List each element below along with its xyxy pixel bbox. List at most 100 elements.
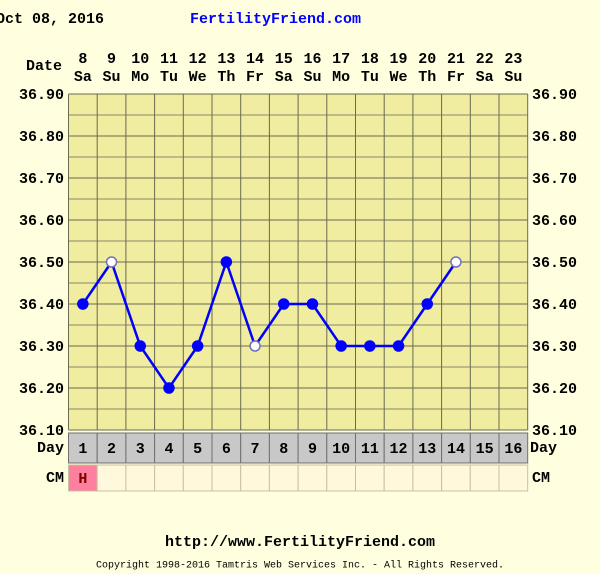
day-cell <box>125 432 156 464</box>
weekday: We <box>189 69 207 86</box>
date-number: 20 <box>418 51 436 68</box>
weekday: Th <box>217 69 235 86</box>
y-tick-label: 36.70 <box>19 171 64 188</box>
date-number: 21 <box>447 51 465 68</box>
date-number: 10 <box>131 51 149 68</box>
day-cell <box>240 432 270 464</box>
day-number: 14 <box>447 441 465 458</box>
cm-cell <box>383 464 414 492</box>
day-cell <box>297 432 328 464</box>
date-number: 19 <box>390 51 408 68</box>
cm-cell <box>355 464 385 492</box>
day-number: 8 <box>279 441 288 458</box>
point <box>278 298 290 310</box>
y-tick-label-right: 36.80 <box>532 129 577 146</box>
date-number: 15 <box>275 51 293 68</box>
y-tick-label-right: 36.30 <box>532 339 577 356</box>
y-tick-label: 36.80 <box>19 129 64 146</box>
day-number: 16 <box>504 441 522 458</box>
day-cell <box>154 432 184 464</box>
weekday: Su <box>103 69 121 86</box>
date-number: 12 <box>189 51 207 68</box>
day-cell <box>498 432 529 464</box>
footer-url: http://www.FertilityFriend.com <box>165 534 435 551</box>
date-number: 8 <box>78 51 87 68</box>
point <box>335 340 347 352</box>
date-label: Date <box>26 58 62 75</box>
day-number: 2 <box>107 441 116 458</box>
point <box>134 340 146 352</box>
day-number: 1 <box>78 441 87 458</box>
point <box>220 256 233 268</box>
day-cell <box>211 432 242 464</box>
day-number: 3 <box>136 441 145 458</box>
y-tick-label: 36.90 <box>19 87 64 104</box>
cm-cell <box>182 464 213 492</box>
y-tick-label-right: 36.40 <box>532 297 577 314</box>
cm-cell <box>211 464 242 492</box>
point <box>163 382 175 394</box>
day-number: 15 <box>476 441 494 458</box>
cm-value: H <box>78 471 87 488</box>
day-cell <box>182 432 213 464</box>
day-label-right: Day <box>530 440 557 457</box>
day-cell <box>326 432 356 464</box>
cm-cell <box>240 464 270 492</box>
cm-cell <box>154 464 184 492</box>
y-tick-label-right: 36.50 <box>532 255 577 272</box>
cm-cell <box>412 464 443 492</box>
cm-label: CM <box>46 470 64 487</box>
date-number: 22 <box>476 51 494 68</box>
day-number: 10 <box>332 441 350 458</box>
cm-cell <box>498 464 529 492</box>
weekday: Sa <box>476 69 494 86</box>
y-tick-label: 36.60 <box>19 213 64 230</box>
cm-cell <box>125 464 156 492</box>
copyright: Copyright 1998-2016 Tamtris Web Services… <box>96 560 504 572</box>
day-number: 12 <box>390 441 408 458</box>
point <box>306 298 319 310</box>
day-cell <box>68 432 98 464</box>
weekday: Su <box>303 69 321 86</box>
y-tick-label-right: 36.60 <box>532 213 577 230</box>
cm-cell <box>68 464 98 492</box>
day-number: 13 <box>418 441 436 458</box>
y-tick-label: 36.30 <box>19 339 64 356</box>
day-label: Day <box>37 440 64 457</box>
weekday: Tu <box>361 69 379 86</box>
weekday: Sa <box>275 69 293 86</box>
day-cell <box>355 432 385 464</box>
y-tick-label: 36.40 <box>19 297 64 314</box>
point <box>77 298 89 310</box>
open-point <box>450 256 462 268</box>
weekday: Mo <box>131 69 149 86</box>
y-tick-label: 36.10 <box>19 423 64 440</box>
y-tick-label: 36.20 <box>19 381 64 398</box>
day-number: 9 <box>308 441 317 458</box>
cm-label-right: CM <box>532 470 550 487</box>
weekday: Th <box>418 69 436 86</box>
point <box>191 340 204 352</box>
point <box>392 340 405 352</box>
day-cell <box>441 432 471 464</box>
y-tick-label-right: 36.20 <box>532 381 577 398</box>
y-tick-label-right: 36.90 <box>532 87 577 104</box>
site-name: FertilityFriend.com <box>190 11 361 28</box>
day-number: 6 <box>222 441 231 458</box>
date-number: 11 <box>160 51 178 68</box>
weekday: Mo <box>332 69 350 86</box>
y-tick-label-right: 36.10 <box>532 423 577 440</box>
date-number: 14 <box>246 51 264 68</box>
day-cell <box>268 432 299 464</box>
date-number: 23 <box>504 51 522 68</box>
y-tick-label: 36.50 <box>19 255 64 272</box>
weekday: Fr <box>447 69 465 86</box>
day-number: 11 <box>361 441 379 458</box>
open-point <box>105 256 118 268</box>
day-number: 4 <box>164 441 173 458</box>
date-number: 13 <box>217 51 235 68</box>
cm-cell <box>469 464 500 492</box>
cm-cell <box>268 464 299 492</box>
point <box>421 298 433 310</box>
cm-cell <box>441 464 471 492</box>
